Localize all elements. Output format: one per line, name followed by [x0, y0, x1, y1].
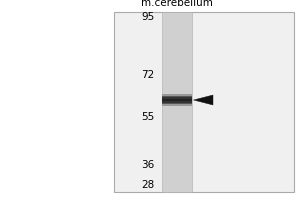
Bar: [162, 12, 192, 192]
Text: 72: 72: [141, 70, 154, 80]
Bar: [162, 104, 192, 106]
Text: 36: 36: [141, 160, 154, 170]
Text: 28: 28: [141, 180, 154, 190]
Polygon shape: [194, 95, 213, 105]
Bar: [162, 96, 192, 97]
Text: 55: 55: [141, 112, 154, 122]
Bar: [162, 97, 192, 99]
Bar: [162, 94, 192, 96]
Bar: [162, 103, 192, 104]
Text: 95: 95: [141, 12, 154, 22]
Bar: [162, 99, 192, 101]
Bar: [162, 101, 192, 103]
Text: m.cerebellum: m.cerebellum: [141, 0, 213, 8]
Bar: [114, 12, 294, 192]
